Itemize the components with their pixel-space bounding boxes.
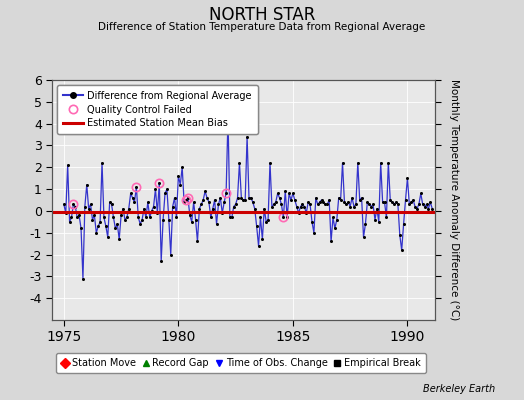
Legend: Difference from Regional Average, Quality Control Failed, Estimated Station Mean: Difference from Regional Average, Qualit… (57, 85, 258, 134)
Text: Berkeley Earth: Berkeley Earth (423, 384, 495, 394)
Legend: Station Move, Record Gap, Time of Obs. Change, Empirical Break: Station Move, Record Gap, Time of Obs. C… (57, 354, 425, 373)
Y-axis label: Monthly Temperature Anomaly Difference (°C): Monthly Temperature Anomaly Difference (… (449, 79, 459, 321)
Text: NORTH STAR: NORTH STAR (209, 6, 315, 24)
Text: Difference of Station Temperature Data from Regional Average: Difference of Station Temperature Data f… (99, 22, 425, 32)
